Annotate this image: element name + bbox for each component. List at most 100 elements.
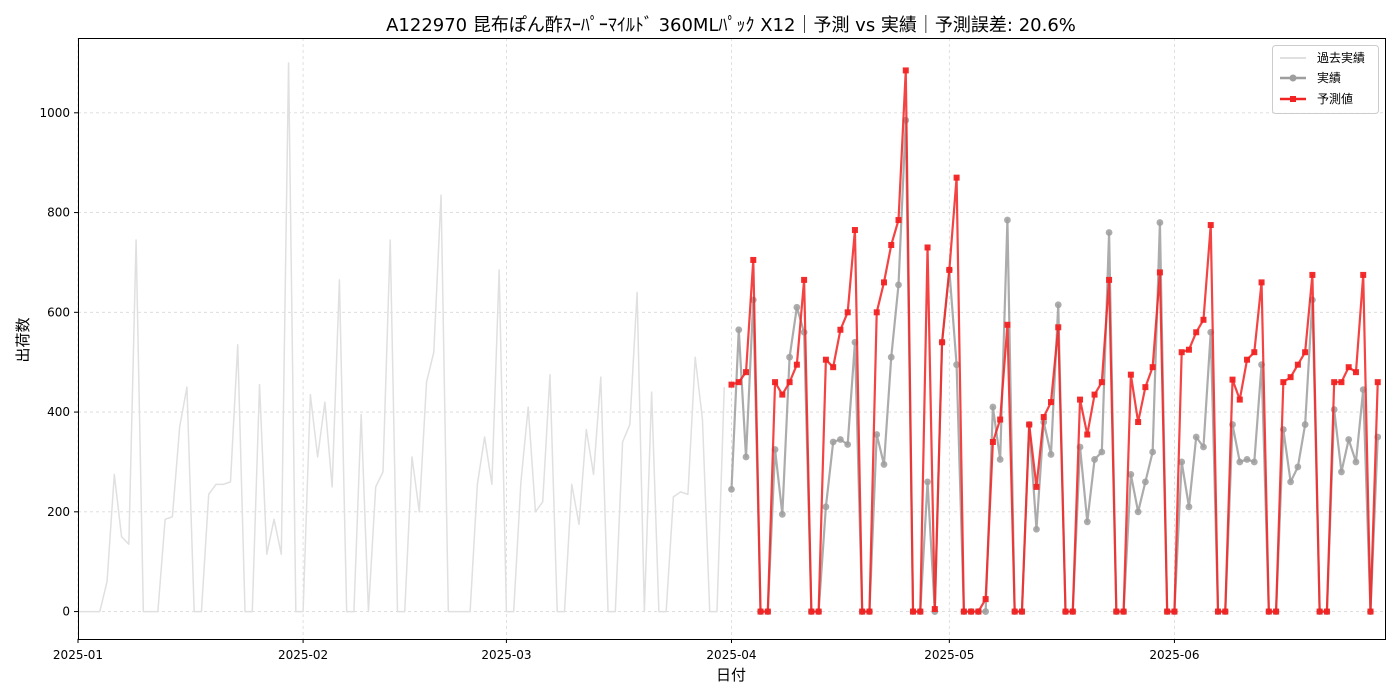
data-point-actual	[1033, 525, 1040, 533]
data-point-forecast	[772, 379, 779, 386]
data-point-forecast	[1156, 269, 1163, 276]
data-point-forecast	[1004, 321, 1011, 328]
data-point-actual	[1185, 503, 1193, 511]
data-point-actual	[844, 441, 852, 448]
data-point-actual	[953, 361, 960, 369]
data-point-forecast	[815, 608, 822, 615]
data-point-forecast	[982, 596, 989, 603]
data-point-forecast	[1265, 608, 1272, 615]
series-layer	[78, 62, 1382, 615]
data-point-forecast	[830, 364, 837, 371]
data-point-actual	[895, 281, 902, 289]
x-tick-label: 2025-06	[1149, 648, 1199, 662]
data-point-forecast	[1287, 374, 1294, 381]
data-point-forecast	[1273, 608, 1280, 615]
data-point-actual	[1004, 216, 1011, 224]
x-tick-label: 2025-03	[481, 648, 531, 662]
data-point-forecast	[844, 309, 851, 316]
data-point-forecast	[728, 381, 735, 388]
data-point-forecast	[851, 227, 858, 234]
data-point-forecast	[1331, 379, 1338, 386]
data-point-forecast	[1018, 608, 1025, 615]
data-point-forecast	[1091, 391, 1098, 398]
series-forecast	[728, 67, 1381, 615]
data-point-actual	[1192, 433, 1200, 441]
data-point-forecast	[822, 356, 829, 363]
data-point-forecast	[1251, 349, 1258, 356]
data-point-actual	[989, 403, 997, 411]
data-point-forecast	[808, 608, 815, 615]
data-point-forecast	[1244, 356, 1251, 363]
data-point-forecast	[1120, 608, 1127, 615]
data-point-forecast	[764, 608, 771, 615]
x-tick-label: 2025-01	[53, 648, 103, 662]
series-line-history	[78, 62, 725, 613]
y-axis-title: 出荷数	[14, 317, 32, 362]
data-point-forecast	[743, 369, 750, 376]
y-axis-ticks: 0 200 400 600 800 1000	[39, 106, 78, 619]
data-point-forecast	[1338, 379, 1345, 386]
data-point-actual	[822, 503, 830, 511]
data-point-actual	[1352, 458, 1360, 466]
data-point-forecast	[1106, 276, 1113, 283]
data-point-forecast	[1280, 379, 1287, 386]
legend-item-forecast: 予測値	[1280, 91, 1353, 106]
y-tick-label: 400	[47, 405, 70, 419]
legend-label-actual: 実績	[1317, 70, 1341, 85]
y-tick-label: 1000	[39, 106, 70, 120]
data-point-forecast	[1135, 419, 1142, 426]
data-point-forecast	[1149, 364, 1156, 371]
data-point-actual	[1287, 478, 1295, 486]
data-point-forecast	[1229, 376, 1236, 383]
data-point-actual	[1091, 456, 1098, 463]
data-point-forecast	[1077, 396, 1084, 403]
data-point-forecast	[1040, 414, 1047, 421]
data-point-forecast	[1374, 379, 1381, 386]
y-tick-label: 800	[47, 206, 70, 220]
data-point-actual	[1141, 478, 1149, 486]
data-point-forecast	[793, 361, 800, 368]
legend-marker-forecast	[1290, 96, 1296, 102]
legend: 過去実績 実績 予測値	[1272, 45, 1379, 114]
data-point-actual	[1200, 443, 1207, 451]
data-point-forecast	[1084, 431, 1091, 438]
legend-item-history: 過去実績	[1280, 50, 1365, 65]
data-point-actual	[793, 303, 801, 311]
data-point-actual	[1134, 508, 1142, 516]
data-point-actual	[982, 608, 990, 615]
data-point-forecast	[888, 241, 895, 248]
legend-box	[1272, 45, 1379, 114]
data-point-forecast	[997, 416, 1004, 423]
data-point-actual	[1149, 448, 1157, 456]
data-point-actual	[1156, 219, 1164, 226]
data-point-actual	[873, 431, 881, 438]
data-point-forecast	[873, 309, 880, 316]
data-point-forecast	[1113, 608, 1120, 615]
y-tick-label: 0	[62, 605, 70, 619]
grid	[77, 38, 1385, 639]
data-point-forecast	[989, 438, 996, 445]
data-point-actual	[1047, 451, 1055, 458]
data-point-forecast	[975, 608, 982, 615]
data-point-forecast	[837, 326, 844, 333]
data-point-actual	[1301, 421, 1309, 428]
x-axis-ticks: 2025-01 2025-02 2025-03 2025-04 2025-05 2025-…	[53, 639, 1199, 662]
data-point-actual	[786, 353, 793, 361]
data-point-forecast	[866, 608, 873, 615]
data-point-forecast	[1345, 364, 1352, 371]
data-point-forecast	[757, 608, 764, 615]
data-point-forecast	[1062, 608, 1069, 615]
data-point-forecast	[953, 174, 960, 181]
data-point-actual	[1243, 456, 1251, 463]
plot-frame	[78, 38, 1386, 640]
data-point-forecast	[1236, 396, 1243, 403]
data-point-forecast	[960, 608, 967, 615]
x-tick-label: 2025-04	[706, 648, 756, 662]
data-point-forecast	[1316, 608, 1323, 615]
x-tick-label: 2025-05	[924, 648, 974, 662]
data-point-forecast	[1193, 329, 1200, 336]
data-point-forecast	[1069, 608, 1076, 615]
data-point-forecast	[786, 379, 793, 386]
data-point-forecast	[1302, 349, 1309, 356]
data-point-forecast	[1171, 608, 1178, 615]
